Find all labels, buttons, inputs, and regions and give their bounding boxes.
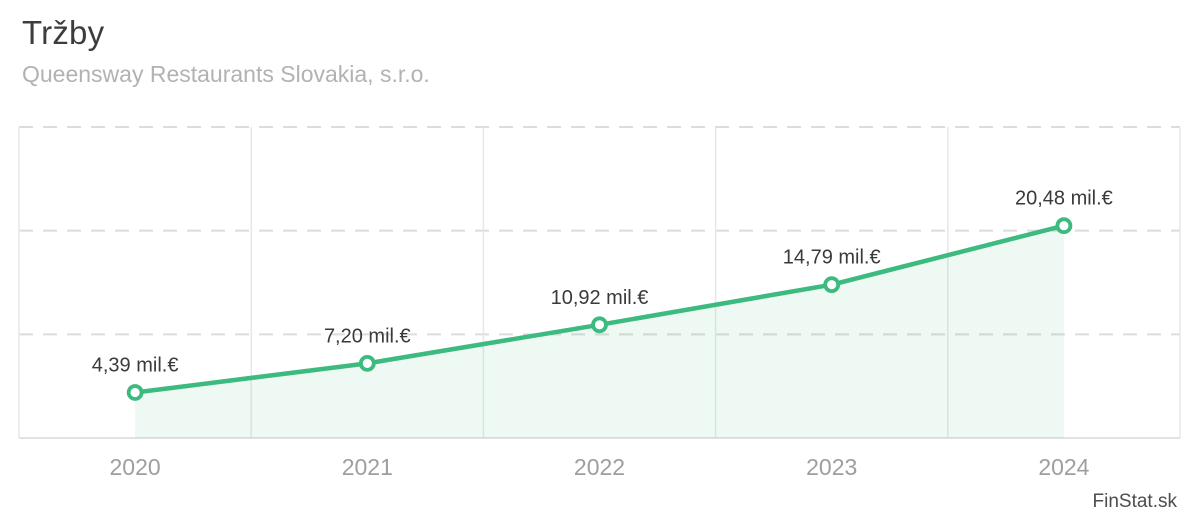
data-point-marker-2022[interactable]	[591, 316, 608, 334]
x-axis-label-2024: 2024	[1038, 454, 1089, 480]
x-axis-label-2023: 2023	[806, 454, 857, 480]
x-axis-label-2020: 2020	[110, 454, 161, 480]
page-title: Tržby	[22, 14, 105, 51]
data-point-marker-2024[interactable]	[1055, 217, 1073, 235]
data-point-label-2021: 7,20 mil.€	[324, 325, 411, 347]
company-name: Queensway Restaurants Slovakia, s.r.o.	[22, 61, 430, 87]
chart-header: Tržby Queensway Restaurants Slovakia, s.…	[22, 14, 430, 88]
data-point-marker-2021[interactable]	[358, 354, 376, 372]
data-point-marker-2020[interactable]	[126, 384, 144, 401]
data-point-label-2023: 14,79 mil.€	[783, 247, 881, 269]
x-axis-label-2022: 2022	[574, 454, 625, 480]
finstat-brand-link[interactable]: FinStat.sk	[1092, 491, 1177, 512]
x-axis-label-2021: 2021	[342, 454, 393, 480]
data-point-label-2020: 4,39 mil.€	[92, 354, 179, 376]
data-point-marker-2023[interactable]	[823, 276, 841, 294]
data-point-label-2022: 10,92 mil.€	[551, 287, 649, 309]
data-point-label-2024: 20,48 mil.€	[1015, 188, 1113, 210]
